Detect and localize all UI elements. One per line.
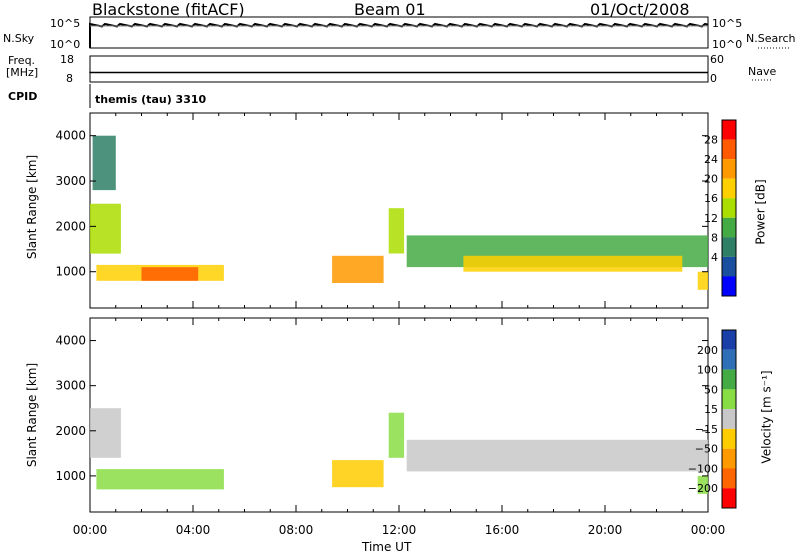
power-colorbar-seg-8 xyxy=(722,276,736,296)
velocity-colorbar-tick-7: −200 xyxy=(688,482,718,495)
beam-title: Beam 01 xyxy=(354,0,426,19)
velocity-colorbar-tick-5: −50 xyxy=(695,443,718,456)
nsky-label: N.Sky xyxy=(3,32,35,45)
velocity-colorbar-seg-2 xyxy=(722,369,736,390)
velocity-colorbar-seg-6 xyxy=(722,448,736,469)
nave-rtick-top: 60 xyxy=(710,53,724,66)
velocity-colorbar-seg-4 xyxy=(722,409,736,429)
power-colorbar-tick-3: 16 xyxy=(704,192,718,205)
power-colorbar-seg-1 xyxy=(722,139,736,160)
power-colorbar-tick-5: 8 xyxy=(711,231,718,244)
velocity-region-0 xyxy=(96,469,224,490)
freq-ytick-top: 18 xyxy=(60,53,74,66)
power-region-5 xyxy=(388,208,405,254)
power-region-7 xyxy=(463,255,683,272)
velocity-region-2 xyxy=(332,460,384,488)
freq-ytick-bottom: 8 xyxy=(66,72,73,85)
x-tick-label-0: 00:00 xyxy=(73,523,108,537)
velocity-colorbar-seg-5 xyxy=(722,428,736,449)
power-ytick-label-0: 1000 xyxy=(55,265,86,279)
x-tick-label-4: 16:00 xyxy=(485,523,520,537)
cpid-value: themis (tau) 3310 xyxy=(95,93,207,106)
x-tick-label-3: 12:00 xyxy=(382,523,417,537)
x-axis-title: Time UT xyxy=(362,540,412,554)
velocity-colorbar-tick-4: −15 xyxy=(695,423,718,436)
velocity-colorbar-tick-6: −100 xyxy=(688,462,718,475)
nsearch-label: N.Search xyxy=(746,32,796,45)
velocity-colorbar-tick-2: 50 xyxy=(704,383,718,396)
velocity-colorbar-seg-7 xyxy=(722,468,736,489)
power-colorbar-tick-1: 24 xyxy=(704,153,718,166)
power-region-2 xyxy=(90,203,121,254)
power-region-4 xyxy=(332,255,384,283)
velocity-colorbar-tick-0: 200 xyxy=(697,344,718,357)
nsky-rtick-top: 10^5 xyxy=(712,17,743,30)
power-colorbar-seg-4 xyxy=(722,198,736,218)
velocity-colorbar-tick-1: 100 xyxy=(697,364,718,377)
x-tick-label-2: 08:00 xyxy=(279,523,314,537)
power-colorbar-seg-0 xyxy=(722,120,736,140)
velocity-ytick-label-1: 2000 xyxy=(55,424,86,438)
freq-label-2: [MHz] xyxy=(6,66,39,79)
freq-trace xyxy=(89,71,708,74)
nsky-trace xyxy=(89,22,709,48)
power-colorbar-seg-6 xyxy=(722,237,736,257)
nsky-rtick-bottom: 10^0 xyxy=(712,38,743,51)
x-tick-label-1: 04:00 xyxy=(176,523,211,537)
power-colorbar-seg-3 xyxy=(722,178,736,199)
power-colorbar-seg-2 xyxy=(722,159,736,179)
velocity-ytick-label-0: 1000 xyxy=(55,469,86,483)
x-tick-label-6: 00:00 xyxy=(691,523,726,537)
power-ytick-label-1: 2000 xyxy=(55,219,86,233)
x-tick-label-5: 20:00 xyxy=(588,523,623,537)
velocity-colorbar-seg-1 xyxy=(722,349,736,370)
power-colorbar-seg-5 xyxy=(722,217,736,238)
velocity-colorbar-tick-3: 15 xyxy=(704,403,718,416)
date-title: 01/Oct/2008 xyxy=(590,0,690,19)
nsky-panel xyxy=(89,16,709,49)
nave-rtick-bottom: 0 xyxy=(710,72,717,85)
nsky-ytick-top: 10^5 xyxy=(50,17,81,30)
velocity-ytick-label-3: 4000 xyxy=(55,334,86,348)
power-ytick-label-2: 3000 xyxy=(55,174,86,188)
power-colorbar-tick-6: 4 xyxy=(711,251,718,264)
power-ytick-label-3: 4000 xyxy=(55,129,86,143)
nave-label: Nave xyxy=(748,65,777,78)
velocity-ytick-label-2: 3000 xyxy=(55,379,86,393)
station-title: Blackstone (fitACF) xyxy=(92,0,245,19)
velocity-colorbar-frame xyxy=(721,329,737,509)
cpid-label: CPID xyxy=(8,90,38,103)
nsky-ytick-bottom: 10^0 xyxy=(50,38,81,51)
power-colorbar-tick-4: 12 xyxy=(704,212,718,225)
power-colorbar-tick-2: 20 xyxy=(704,173,718,186)
power-region-3 xyxy=(92,135,116,191)
power-colorbar-seg-7 xyxy=(722,256,736,277)
velocity-colorbar-seg-3 xyxy=(722,389,736,410)
velocity-region-3 xyxy=(388,412,405,458)
velocity-region-1 xyxy=(90,408,121,458)
velocity-region-5 xyxy=(697,475,708,494)
power-colorbar-frame xyxy=(721,119,737,297)
velocity-region-4 xyxy=(406,439,708,472)
power-colorbar-tick-0: 28 xyxy=(704,134,718,147)
power-region-1 xyxy=(141,267,199,281)
power-region-8 xyxy=(697,271,708,290)
velocity-colorbar-seg-0 xyxy=(722,330,736,350)
freq-panel xyxy=(89,55,709,83)
freq-label-1: Freq. xyxy=(8,54,36,67)
velocity-colorbar-seg-8 xyxy=(722,488,736,508)
